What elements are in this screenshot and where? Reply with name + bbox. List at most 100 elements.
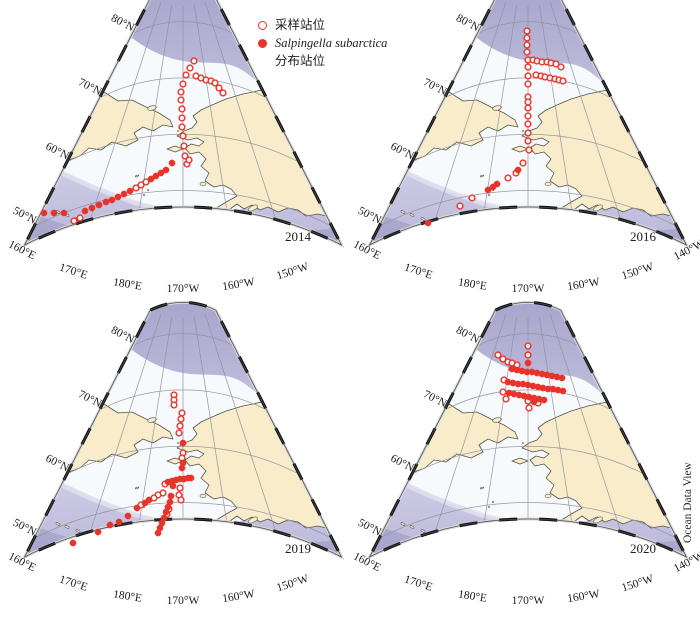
legend-distribution-label: 分布站位 bbox=[275, 53, 326, 68]
station-open-marker bbox=[76, 214, 84, 222]
station-open-marker bbox=[178, 114, 186, 122]
station-filled-marker bbox=[115, 518, 123, 526]
diomede-island bbox=[177, 442, 179, 444]
year-label: 2019 bbox=[285, 541, 311, 556]
nunivak-island bbox=[544, 493, 552, 499]
lon-label: 150°W bbox=[620, 261, 655, 283]
lon-label: 160°W bbox=[566, 276, 600, 293]
station-open-marker bbox=[499, 388, 507, 396]
station-open-marker bbox=[468, 194, 476, 202]
station-open-marker bbox=[176, 484, 184, 492]
station-filled-marker bbox=[558, 374, 566, 382]
aleutian-island bbox=[495, 540, 501, 544]
station-open-marker bbox=[186, 64, 194, 72]
station-filled-marker bbox=[120, 190, 128, 198]
station-filled-marker bbox=[162, 166, 170, 174]
station-open-marker bbox=[523, 41, 531, 49]
aleutian-island bbox=[444, 535, 450, 539]
wrangel-island bbox=[492, 417, 502, 423]
station-open-marker bbox=[524, 63, 532, 71]
station-open-marker bbox=[524, 120, 532, 128]
lon-label: 170°E bbox=[403, 261, 434, 281]
land-kamchatka bbox=[369, 147, 395, 197]
station-filled-marker bbox=[530, 398, 538, 406]
legend-row-species: Salpingella subarctica bbox=[256, 34, 387, 52]
aleutian-island bbox=[124, 227, 130, 231]
lon-label: 160°W bbox=[221, 276, 255, 293]
station-open-marker bbox=[178, 409, 186, 417]
station-open-marker bbox=[211, 79, 219, 87]
frame-inner bbox=[368, 301, 688, 558]
pribilof-island bbox=[142, 193, 146, 197]
aleutian-island bbox=[409, 525, 415, 529]
station-open-marker bbox=[175, 429, 183, 437]
st-matthew-island bbox=[479, 486, 485, 490]
filled-circle-icon bbox=[258, 38, 267, 48]
station-filled-marker bbox=[81, 207, 89, 215]
odv-watermark: Ocean Data View bbox=[682, 462, 694, 543]
station-filled-marker bbox=[114, 193, 122, 201]
station-filled-marker bbox=[540, 396, 548, 404]
station-open-marker bbox=[524, 72, 532, 80]
aleutian-island bbox=[400, 210, 406, 214]
map-body bbox=[24, 302, 342, 557]
station-filled-marker bbox=[484, 186, 492, 194]
station-filled-marker bbox=[179, 439, 187, 447]
station-open-marker bbox=[523, 48, 531, 56]
aleutian-island bbox=[176, 225, 182, 229]
aleutian-island bbox=[64, 525, 70, 529]
station-open-marker bbox=[177, 496, 185, 504]
map-body bbox=[369, 302, 687, 557]
aleutian-island bbox=[482, 228, 488, 232]
land-kamchatka bbox=[369, 459, 395, 509]
station-open-marker bbox=[170, 401, 178, 409]
aleutian-island bbox=[99, 535, 105, 539]
aleutian-island bbox=[163, 539, 169, 543]
station-open-marker bbox=[142, 178, 150, 186]
station-open-marker bbox=[524, 104, 532, 112]
station-open-marker bbox=[178, 105, 186, 113]
aleutian-island bbox=[55, 522, 61, 526]
pribilof-island bbox=[487, 193, 491, 197]
station-open-marker bbox=[524, 129, 532, 137]
st-matthew-island bbox=[134, 174, 140, 178]
station-open-marker bbox=[524, 137, 532, 145]
lon-label: 170°W bbox=[167, 595, 200, 607]
legend-row-sampling: 采样站位 bbox=[256, 16, 387, 34]
aleutian-island bbox=[111, 537, 117, 541]
station-open-marker bbox=[557, 63, 565, 71]
station-open-marker bbox=[523, 27, 531, 35]
aleutian-island bbox=[482, 540, 488, 544]
kodiak-island bbox=[248, 516, 258, 524]
station-open-marker bbox=[552, 60, 560, 68]
kodiak-island bbox=[593, 204, 603, 212]
station-open-marker bbox=[180, 142, 188, 150]
year-label: 2014 bbox=[285, 229, 312, 244]
year-label: 2020 bbox=[630, 541, 656, 556]
aleutian-island bbox=[420, 217, 426, 221]
legend-species-label: Salpingella subarctica bbox=[275, 35, 388, 50]
station-filled-marker bbox=[152, 172, 160, 180]
wrangel-island bbox=[147, 105, 157, 111]
aleutian-island bbox=[534, 534, 540, 538]
station-filled-marker bbox=[133, 504, 141, 512]
pribilof-island bbox=[146, 188, 150, 192]
station-open-marker bbox=[524, 98, 532, 106]
station-open-marker bbox=[456, 202, 464, 210]
frame-inner bbox=[23, 0, 343, 246]
pribilof-island bbox=[487, 505, 491, 509]
lon-label: 150°W bbox=[275, 261, 310, 283]
station-filled-marker bbox=[424, 219, 432, 227]
station-open-marker bbox=[182, 71, 190, 79]
lon-label: 170°W bbox=[167, 283, 200, 295]
kodiak-island bbox=[248, 204, 258, 212]
aleutian-island bbox=[456, 537, 462, 541]
station-open-marker bbox=[190, 57, 198, 65]
lon-label: 170°E bbox=[58, 261, 89, 281]
station-open-marker bbox=[219, 89, 227, 97]
station-open-marker bbox=[176, 422, 184, 430]
lon-label: 180°E bbox=[112, 588, 142, 604]
legend-row-distribution: 分布站位 bbox=[256, 52, 387, 70]
aleutian-island bbox=[444, 223, 450, 227]
